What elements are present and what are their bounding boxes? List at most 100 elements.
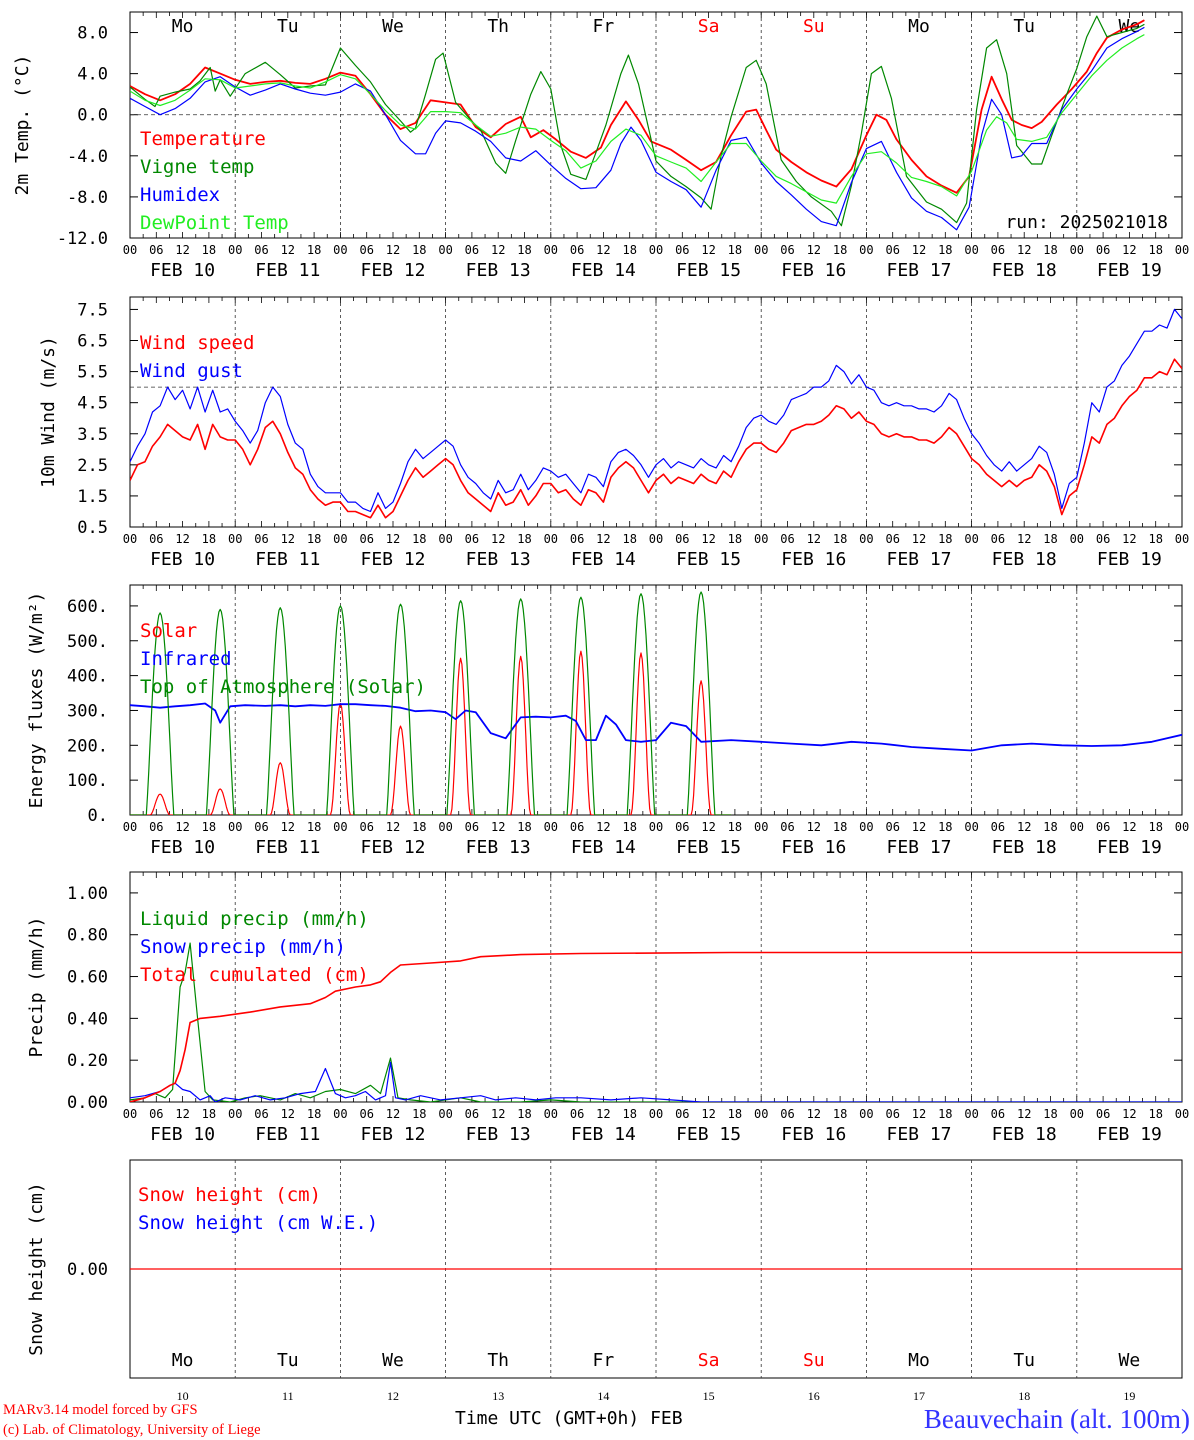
hour-tick-label: 12 (807, 820, 821, 834)
hour-tick-label: 06 (1096, 1107, 1110, 1121)
hour-tick-label: 18 (517, 532, 531, 546)
y-tick-label: 400. (67, 667, 108, 687)
run-label: run: 2025021018 (1005, 212, 1168, 233)
legend-entry: Total cumulated (cm) (140, 964, 369, 986)
day-name: Fr (593, 1350, 615, 1371)
day-number: 16 (808, 1389, 820, 1403)
day-number: 11 (282, 1389, 294, 1403)
hour-tick-label: 12 (386, 532, 400, 546)
hour-tick-label: 12 (807, 532, 821, 546)
hour-tick-label: 00 (333, 820, 347, 834)
date-label: FEB 11 (255, 837, 320, 858)
hour-tick-label: 12 (386, 820, 400, 834)
hour-tick-label: 18 (202, 1107, 216, 1121)
hour-tick-label: 18 (202, 243, 216, 257)
hour-tick-label: 18 (833, 532, 847, 546)
hour-tick-label: 00 (544, 1107, 558, 1121)
date-label: FEB 18 (992, 837, 1057, 858)
day-name: Fr (593, 16, 615, 37)
hour-tick-label: 18 (1148, 243, 1162, 257)
hour-tick-label: 12 (596, 243, 610, 257)
hour-tick-label: 06 (675, 532, 689, 546)
hour-tick-label: 00 (1175, 1107, 1189, 1121)
date-label: FEB 13 (466, 260, 531, 281)
day-number: 15 (703, 1389, 715, 1403)
hour-tick-label: 12 (386, 243, 400, 257)
hour-tick-label: 06 (465, 1107, 479, 1121)
hour-tick-label: 00 (859, 243, 873, 257)
day-name: Mo (908, 16, 930, 37)
date-label: FEB 16 (781, 1124, 846, 1145)
hour-tick-label: 06 (991, 243, 1005, 257)
hour-tick-label: 18 (1148, 532, 1162, 546)
hour-tick-label: 18 (1148, 820, 1162, 834)
hour-tick-label: 06 (570, 820, 584, 834)
hour-tick-label: 12 (386, 1107, 400, 1121)
hour-tick-label: 12 (281, 1107, 295, 1121)
hour-tick-label: 18 (202, 820, 216, 834)
legend-entry: Infrared (140, 648, 232, 670)
hour-tick-label: 06 (885, 820, 899, 834)
day-name: Sa (698, 16, 720, 37)
hour-tick-label: 12 (1122, 1107, 1136, 1121)
day-name: Su (803, 16, 825, 37)
hour-tick-label: 18 (517, 1107, 531, 1121)
credit-line-1: MARv3.14 model forced by GFS (3, 1402, 198, 1418)
date-label: FEB 14 (571, 1124, 636, 1145)
hour-tick-label: 00 (754, 532, 768, 546)
date-label: FEB 14 (571, 837, 636, 858)
day-name: Mo (172, 16, 194, 37)
hour-tick-label: 00 (1070, 820, 1084, 834)
legend-entry: Wind gust (140, 360, 243, 382)
hour-tick-label: 12 (1017, 243, 1031, 257)
series-group (130, 308, 1182, 519)
hour-tick-label: 18 (622, 243, 636, 257)
meteogram-panels: 00 06 12 18 FEB 10 00 06 12 18 FEB 11 00 06 12 18 FEB … (12, 11, 1189, 1403)
y-tick-label: 8.0 (77, 24, 108, 44)
hour-tick-label: 12 (701, 820, 715, 834)
hour-tick-label: 06 (254, 532, 268, 546)
series-line-vigne-temp (130, 15, 1145, 227)
day-number: 12 (387, 1389, 399, 1403)
hour-tick-label: 06 (149, 820, 163, 834)
hour-tick-label: 00 (228, 532, 242, 546)
hour-tick-label: 00 (859, 532, 873, 546)
hour-tick-label: 06 (570, 532, 584, 546)
legend-entry: DewPoint Temp (140, 212, 289, 234)
hour-tick-label: 18 (938, 532, 952, 546)
hour-tick-label: 06 (149, 532, 163, 546)
hour-tick-label: 06 (780, 243, 794, 257)
hour-tick-label: 00 (544, 820, 558, 834)
hour-tick-label: 12 (281, 243, 295, 257)
hour-tick-label: 00 (333, 532, 347, 546)
y-tick-label: 4.5 (77, 394, 108, 414)
y-tick-label: 3.5 (77, 425, 108, 445)
y-tick-label: 7.5 (77, 300, 108, 320)
hour-tick-label: 18 (202, 532, 216, 546)
date-label: FEB 19 (1097, 1124, 1162, 1145)
hour-tick-label: 18 (1043, 1107, 1057, 1121)
legend-entry: Humidex (140, 184, 220, 206)
y-tick-label: -8.0 (67, 188, 108, 208)
day-name: Tu (277, 16, 299, 37)
hour-tick-label: 06 (465, 532, 479, 546)
day-name: Mo (908, 1350, 930, 1371)
y-tick-label: 4.0 (77, 65, 108, 85)
hour-tick-label: 06 (149, 243, 163, 257)
hour-tick-label: 06 (885, 1107, 899, 1121)
hour-tick-label: 06 (570, 1107, 584, 1121)
date-label: FEB 17 (886, 260, 951, 281)
hour-tick-label: 00 (649, 1107, 663, 1121)
hour-tick-label: 12 (596, 1107, 610, 1121)
hour-tick-label: 12 (596, 532, 610, 546)
y-tick-label: 0.20 (67, 1051, 108, 1071)
date-label: FEB 18 (992, 260, 1057, 281)
y-tick-label: 0.00 (67, 1260, 108, 1280)
hour-tick-label: 12 (491, 532, 505, 546)
day-name: Su (803, 1350, 825, 1371)
series-line-wind-gust (130, 308, 1182, 513)
hour-tick-label: 18 (622, 820, 636, 834)
hour-tick-label: 12 (491, 1107, 505, 1121)
y-tick-label: 200. (67, 736, 108, 756)
